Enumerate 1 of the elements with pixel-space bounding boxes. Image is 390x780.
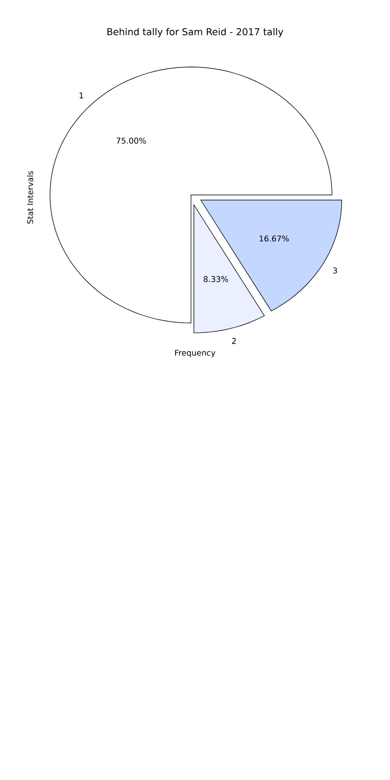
chart-title: Behind tally for Sam Reid - 2017 tally [107, 28, 284, 38]
